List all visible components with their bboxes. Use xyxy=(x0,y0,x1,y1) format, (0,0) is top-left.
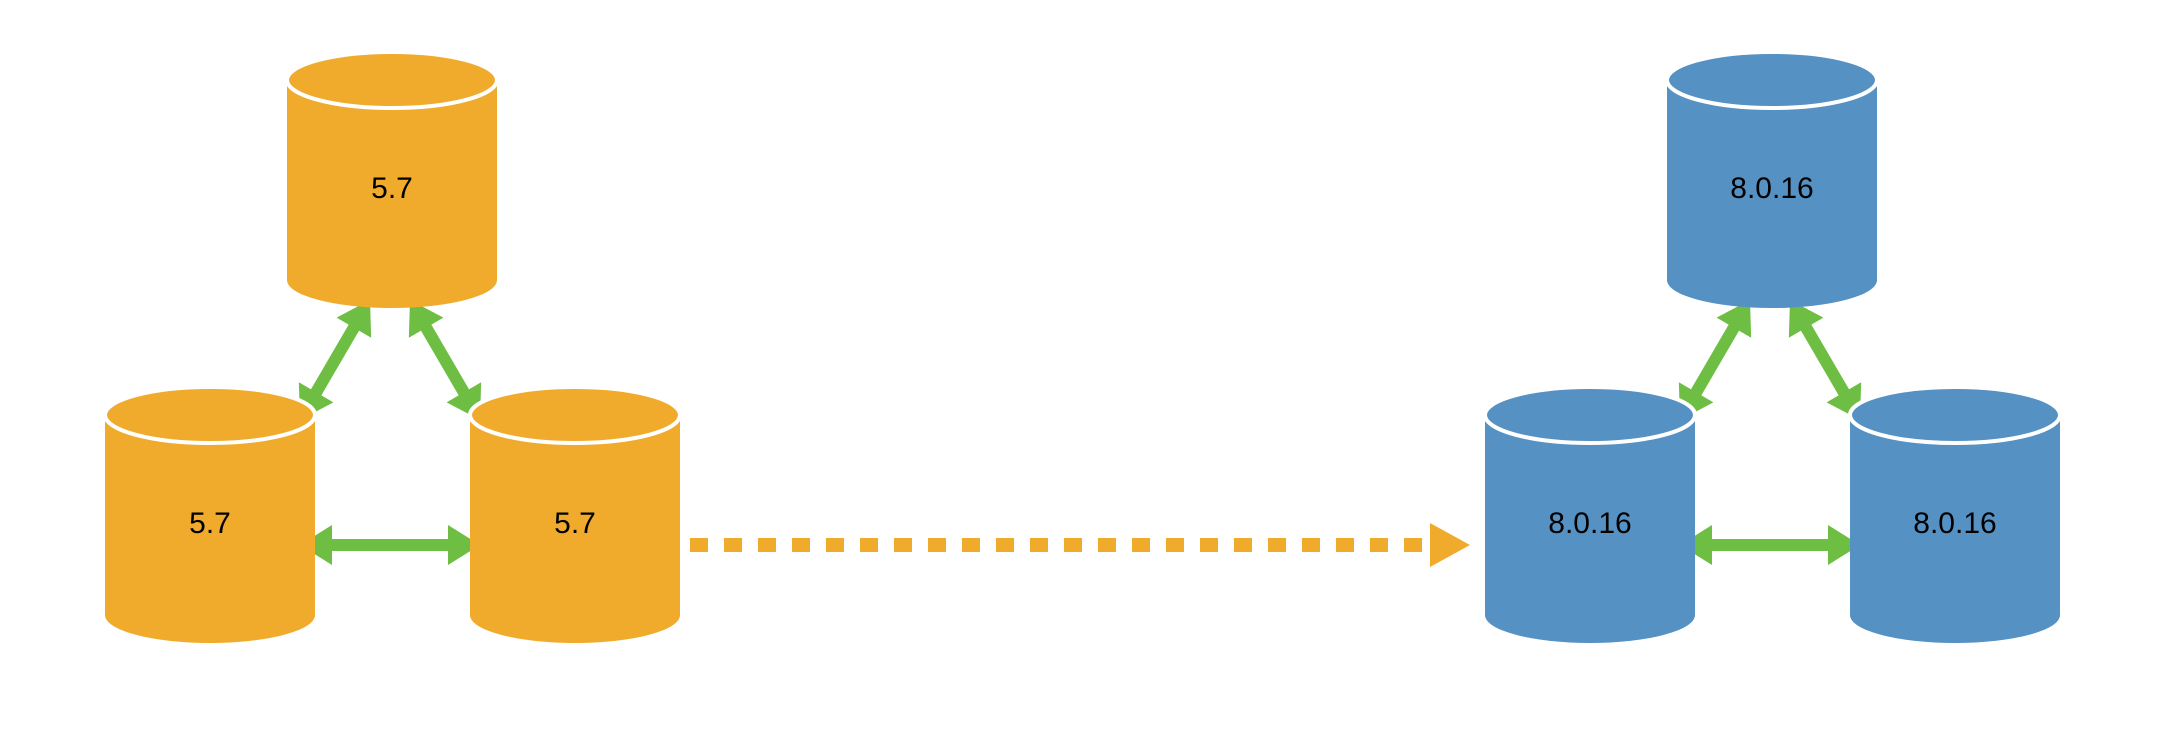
db-version-label: 8.0.16 xyxy=(1548,507,1631,540)
db-version-label: 8.0.16 xyxy=(1730,172,1813,205)
db-cylinder-R_left: 8.0.16 xyxy=(1485,387,1695,643)
db-cylinder-R_top: 8.0.16 xyxy=(1667,52,1877,308)
db-cylinder-R_right: 8.0.16 xyxy=(1850,387,2060,643)
diagram-canvas: 5.7 5.7 5.7 8.0.16 8.0.16 8.0.16 xyxy=(0,0,2160,754)
bidir-arrow xyxy=(300,525,480,565)
db-version-label: 5.7 xyxy=(371,172,413,205)
db-cylinder-L_top: 5.7 xyxy=(287,52,497,308)
bidir-arrow xyxy=(409,300,481,420)
db-version-label: 8.0.16 xyxy=(1913,507,1996,540)
db-version-label: 5.7 xyxy=(554,507,596,540)
db-cylinder-L_left: 5.7 xyxy=(105,387,315,643)
db-version-label: 5.7 xyxy=(189,507,231,540)
bidir-arrow xyxy=(1789,300,1861,420)
bidir-arrow xyxy=(1679,300,1751,420)
bidir-arrow xyxy=(299,300,371,420)
bidir-arrow xyxy=(1680,525,1860,565)
db-cylinder-L_right: 5.7 xyxy=(470,387,680,643)
migration-arrow xyxy=(690,523,1470,567)
